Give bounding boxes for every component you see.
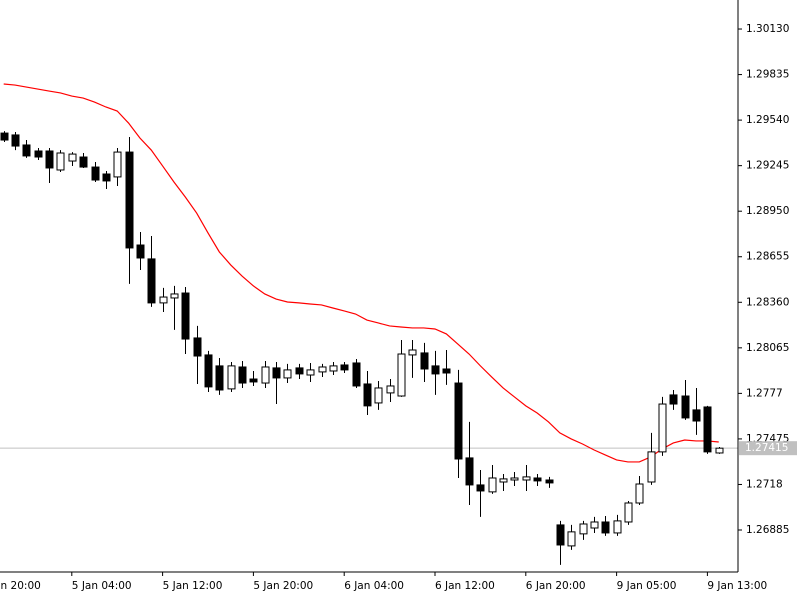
candle-body	[34, 150, 43, 158]
candle-body	[215, 365, 224, 391]
candle-body	[261, 366, 270, 384]
candle-body	[647, 451, 656, 483]
x-tick-label: 6 Jan 20:00	[526, 580, 586, 592]
candle-body	[374, 387, 383, 404]
candle-body	[488, 477, 497, 493]
candle-body	[329, 365, 338, 372]
x-tick-label: 9 Jan 13:00	[707, 580, 767, 592]
y-tick-label: 1.28065	[746, 342, 789, 354]
y-tick-label: 1.30130	[746, 23, 789, 35]
x-tick-label: 5 Jan 04:00	[72, 580, 132, 592]
candle-body	[102, 173, 111, 182]
y-tick-label: 1.28655	[746, 251, 789, 263]
x-tick-label: 6 Jan 04:00	[344, 580, 404, 592]
candle-body	[567, 531, 576, 547]
candle-body	[79, 156, 88, 168]
candle-body	[590, 521, 599, 529]
y-tick-label: 1.29835	[746, 69, 789, 81]
candle-body	[283, 369, 292, 379]
plot-area	[0, 83, 738, 565]
y-tick-label: 1.2718	[746, 478, 783, 490]
current-price-label: 1.27415	[745, 442, 788, 454]
candle-body	[68, 153, 77, 162]
candle-body	[227, 365, 236, 390]
candle-body	[113, 151, 122, 178]
candle-body	[295, 367, 304, 375]
candle-body	[397, 353, 406, 397]
candle-body	[125, 151, 134, 249]
candle-body	[408, 349, 417, 356]
y-tick-label: 1.29245	[746, 160, 789, 172]
candle-body	[465, 457, 474, 486]
candle-body	[669, 394, 678, 405]
candle-body	[204, 354, 213, 388]
current-price-box	[739, 441, 797, 456]
y-tick-label: 1.26885	[746, 524, 789, 536]
x-tick-label: 4 Jan 20:00	[0, 580, 41, 592]
candle-body	[522, 476, 531, 481]
y-tick-label: 1.2777	[746, 387, 783, 399]
candle-body	[193, 337, 202, 357]
x-tick-label: 6 Jan 12:00	[435, 580, 495, 592]
candle-body	[703, 406, 712, 453]
candle-body	[601, 521, 610, 534]
candle-body	[658, 403, 667, 453]
candle-body	[159, 296, 168, 304]
candle-body	[340, 364, 349, 371]
x-tick-label: 5 Jan 20:00	[253, 580, 313, 592]
y-tick-label: 1.28950	[746, 205, 789, 217]
candle-body	[442, 368, 451, 374]
candle-body	[56, 152, 65, 171]
candle-body	[352, 362, 361, 387]
candle-body	[545, 479, 554, 484]
candle-body	[363, 383, 372, 407]
candle-body	[431, 365, 440, 375]
candle-body	[11, 134, 20, 147]
candle-body	[272, 367, 281, 379]
candle-body	[510, 477, 519, 481]
y-tick-label: 1.29540	[746, 114, 789, 126]
moving-average-line	[3, 83, 719, 463]
candle-body	[181, 292, 190, 340]
candle-body	[45, 150, 54, 169]
candle-body	[249, 378, 258, 383]
candle-body	[692, 409, 701, 422]
x-tick-label: 9 Jan 05:00	[617, 580, 677, 592]
candle-body	[420, 352, 429, 370]
candle-body	[579, 523, 588, 535]
candle-body	[170, 293, 179, 299]
candle-body	[715, 447, 724, 454]
candle-body	[136, 244, 145, 259]
candle-body	[318, 366, 327, 373]
candle-body	[306, 369, 315, 376]
candle-body	[147, 258, 156, 304]
y-tick-label: 1.28360	[746, 296, 789, 308]
candle-body	[476, 484, 485, 492]
candle-body	[635, 483, 644, 504]
candle-body	[556, 524, 565, 546]
candle-body	[499, 478, 508, 483]
candle-body	[22, 144, 31, 157]
candle-body	[386, 385, 395, 394]
candle-body	[238, 366, 247, 384]
x-tick-label: 5 Jan 12:00	[163, 580, 223, 592]
candle-body	[613, 520, 622, 534]
candle-body	[91, 166, 100, 181]
candle-body	[681, 395, 690, 419]
candle-body	[0, 132, 9, 141]
candle-body	[624, 502, 633, 523]
candle-body	[454, 382, 463, 460]
candle-body	[533, 477, 542, 482]
